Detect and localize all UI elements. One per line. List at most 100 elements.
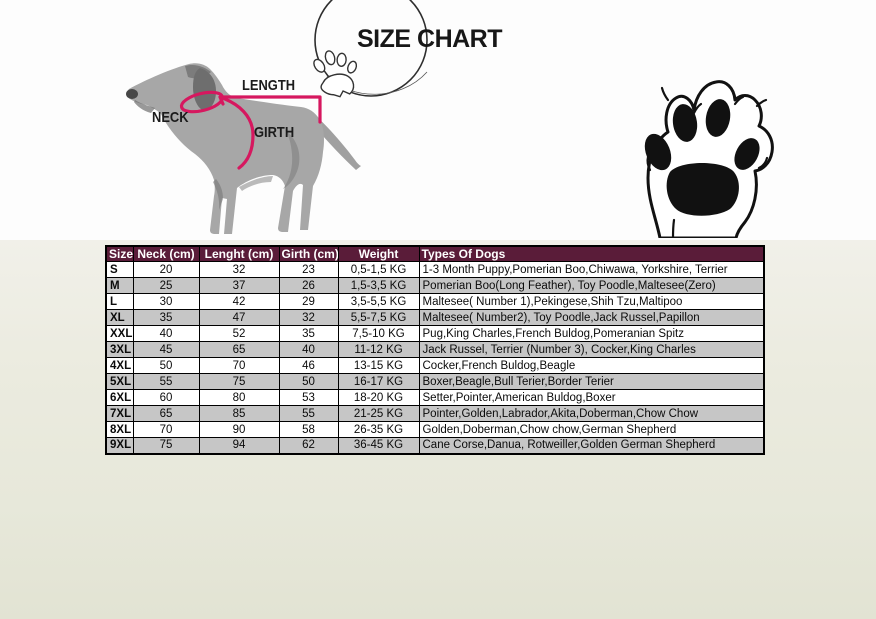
table-cell[interactable]: 30 xyxy=(132,293,200,310)
table-cell[interactable]: 25 xyxy=(132,277,200,294)
table-cell[interactable]: 40 xyxy=(278,341,339,358)
table-cell[interactable]: Pug,King Charles,French Buldog,Pomerania… xyxy=(418,325,765,342)
column-header[interactable]: Size xyxy=(105,245,134,262)
table-cell[interactable]: 52 xyxy=(198,325,280,342)
table-cell[interactable]: Jack Russel, Terrier (Number 3), Cocker,… xyxy=(418,341,765,358)
column-header[interactable]: Weight xyxy=(337,245,420,262)
table-cell[interactable]: 35 xyxy=(278,325,339,342)
size-chart-table: Size Neck (cm) Lenght (cm) Girth (cm) Weight… xyxy=(105,245,765,455)
table-cell[interactable]: 80 xyxy=(198,389,280,406)
table-row: XL 35 47 32 5,5-7,5 KG Maltesee( Number2), To… xyxy=(105,309,765,326)
column-header[interactable]: Girth (cm) xyxy=(278,245,339,262)
table-cell[interactable]: Cane Corse,Danua, Rotweiller,Golden Germ… xyxy=(418,437,765,454)
table-cell[interactable]: 1,5-3,5 KG xyxy=(337,277,420,294)
column-header[interactable]: Lenght (cm) xyxy=(198,245,280,262)
column-header[interactable]: Types Of Dogs xyxy=(418,245,765,262)
table-cell[interactable]: 42 xyxy=(198,293,280,310)
table-cell[interactable]: 23 xyxy=(278,261,339,278)
table-cell[interactable]: 46 xyxy=(278,357,339,374)
table-cell[interactable]: S xyxy=(105,261,134,278)
table-cell[interactable]: 13-15 KG xyxy=(337,357,420,374)
table-cell[interactable]: 29 xyxy=(278,293,339,310)
top-graphics-section: SIZE CHART NECK LENGTH GIRTH xyxy=(0,0,876,240)
table-cell[interactable]: 94 xyxy=(198,437,280,454)
table-cell[interactable]: 18-20 KG xyxy=(337,389,420,406)
table-cell[interactable]: 40 xyxy=(132,325,200,342)
dog-ear xyxy=(193,68,216,111)
neck-label: NECK xyxy=(152,109,189,126)
table-cell[interactable]: 75 xyxy=(198,373,280,390)
table-cell[interactable]: Maltesee( Number 1),Pekingese,Shih Tzu,M… xyxy=(418,293,765,310)
table-cell[interactable]: Boxer,Beagle,Bull Terier,Border Terier xyxy=(418,373,765,390)
page-title: SIZE CHART xyxy=(357,25,503,53)
table-cell[interactable]: 20 xyxy=(132,261,200,278)
table-cell[interactable]: 90 xyxy=(198,421,280,438)
table-cell[interactable]: 5,5-7,5 KG xyxy=(337,309,420,326)
table-cell[interactable]: 1-3 Month Puppy,Pomerian Boo,Chiwawa, Yo… xyxy=(418,261,765,278)
table-cell[interactable]: XXL xyxy=(105,325,134,342)
table-cell[interactable]: 53 xyxy=(278,389,339,406)
table-cell[interactable]: 70 xyxy=(132,421,200,438)
table-header: Size Neck (cm) Lenght (cm) Girth (cm) Weight… xyxy=(105,245,765,262)
dog-tail xyxy=(314,118,361,170)
table-row: 5XL 55 75 50 16-17 KG Boxer,Beagle,Bull Terie… xyxy=(105,373,765,390)
length-measure-line xyxy=(218,95,322,124)
table-row: XXL 40 52 35 7,5-10 KG Pug,King Charles,Frenc… xyxy=(105,325,765,342)
dog-measurement-illustration xyxy=(126,63,361,234)
table-cell[interactable]: 26 xyxy=(278,277,339,294)
paw-print-icon xyxy=(644,80,774,238)
table-cell[interactable]: 37 xyxy=(198,277,280,294)
table-cell[interactable]: 11-12 KG xyxy=(337,341,420,358)
length-label: LENGTH xyxy=(242,77,296,94)
table-row: M 25 37 26 1,5-3,5 KG Pomerian Boo(Long Feath… xyxy=(105,277,765,294)
table-cell[interactable]: 0,5-1,5 KG xyxy=(337,261,420,278)
table-cell[interactable]: 35 xyxy=(132,309,200,326)
table-cell[interactable]: 65 xyxy=(132,405,200,422)
table-cell[interactable]: 55 xyxy=(132,373,200,390)
table-cell[interactable]: 65 xyxy=(198,341,280,358)
table-cell[interactable]: 58 xyxy=(278,421,339,438)
table-cell[interactable]: 50 xyxy=(132,357,200,374)
table-cell[interactable]: XL xyxy=(105,309,134,326)
table-cell[interactable]: 26-35 KG xyxy=(337,421,420,438)
table-cell[interactable]: 32 xyxy=(198,261,280,278)
table-cell[interactable]: 45 xyxy=(132,341,200,358)
table-cell[interactable]: M xyxy=(105,277,134,294)
table-cell[interactable]: 9XL xyxy=(105,437,134,454)
table-cell[interactable]: 8XL xyxy=(105,421,134,438)
table-cell[interactable]: 55 xyxy=(278,405,339,422)
table-cell[interactable]: 62 xyxy=(278,437,339,454)
table-row: L 30 42 29 3,5-5,5 KG Maltesee( Number 1),Pek… xyxy=(105,293,765,310)
table-cell[interactable]: 4XL xyxy=(105,357,134,374)
table-cell[interactable]: 16-17 KG xyxy=(337,373,420,390)
table-cell[interactable]: Cocker,French Buldog,Beagle xyxy=(418,357,765,374)
table-cell[interactable]: 47 xyxy=(198,309,280,326)
girth-label: GIRTH xyxy=(254,124,295,141)
table-cell[interactable]: Pomerian Boo(Long Feather), Toy Poodle,M… xyxy=(418,277,765,294)
table-row: 3XL 45 65 40 11-12 KG Jack Russel, Terrier (N… xyxy=(105,341,765,358)
table-cell[interactable]: Golden,Doberman,Chow chow,German Shepher… xyxy=(418,421,765,438)
table-cell[interactable]: 6XL xyxy=(105,389,134,406)
table-cell[interactable]: 70 xyxy=(198,357,280,374)
table-cell[interactable]: 32 xyxy=(278,309,339,326)
table-cell[interactable]: 50 xyxy=(278,373,339,390)
table-cell[interactable]: 21-25 KG xyxy=(337,405,420,422)
table-cell[interactable]: 85 xyxy=(198,405,280,422)
table-cell[interactable]: Setter,Pointer,American Buldog,Boxer xyxy=(418,389,765,406)
table-cell[interactable]: 36-45 KG xyxy=(337,437,420,454)
table-cell[interactable]: Pointer,Golden,Labrador,Akita,Doberman,C… xyxy=(418,405,765,422)
table-cell[interactable]: 3XL xyxy=(105,341,134,358)
table-cell[interactable]: L xyxy=(105,293,134,310)
column-header[interactable]: Neck (cm) xyxy=(132,245,200,262)
dog-body xyxy=(126,63,324,234)
table-cell[interactable]: 5XL xyxy=(105,373,134,390)
table-cell[interactable]: 75 xyxy=(132,437,200,454)
table-cell[interactable]: 7,5-10 KG xyxy=(337,325,420,342)
table-cell[interactable]: 7XL xyxy=(105,405,134,422)
table-cell[interactable]: Maltesee( Number2), Toy Poodle,Jack Russ… xyxy=(418,309,765,326)
table-row: 8XL 70 90 58 26-35 KG Golden,Doberman,Chow ch… xyxy=(105,421,765,438)
table-row: 9XL 75 94 62 36-45 KG Cane Corse,Danua, Rotwe… xyxy=(105,437,765,454)
table-row: 6XL 60 80 53 18-20 KG Setter,Pointer,American… xyxy=(105,389,765,406)
table-cell[interactable]: 60 xyxy=(132,389,200,406)
table-cell[interactable]: 3,5-5,5 KG xyxy=(337,293,420,310)
